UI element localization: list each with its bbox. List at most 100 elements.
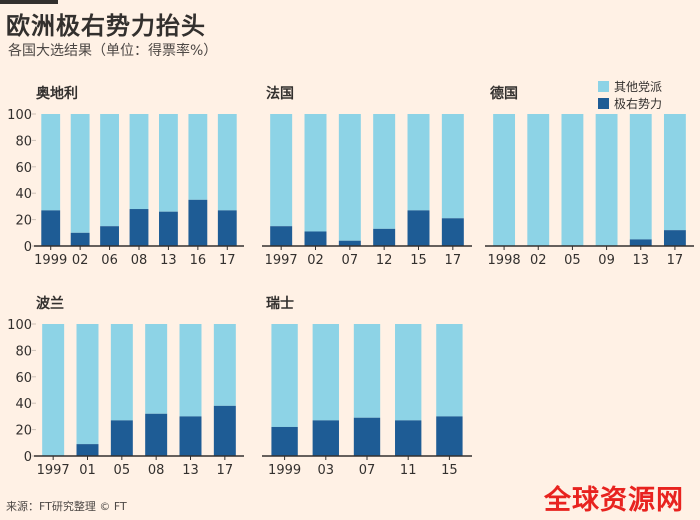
- bar-other-parties: [188, 114, 208, 200]
- x-tick-label: 02: [307, 253, 324, 268]
- legend-item-far-right: 极右势力: [598, 95, 662, 112]
- y-tick-label: 40: [15, 187, 32, 202]
- legend-swatch-far-right: [598, 98, 609, 109]
- bar-far-right: [407, 210, 430, 246]
- bar-other-parties: [595, 114, 618, 246]
- bar-other-parties: [179, 324, 202, 417]
- x-tick-label: 13: [632, 253, 649, 268]
- y-tick-label: 40: [15, 397, 32, 412]
- x-tick-label: 09: [598, 253, 615, 268]
- bar-far-right: [76, 444, 99, 456]
- bar-other-parties: [271, 324, 298, 427]
- x-tick-label: 02: [530, 253, 547, 268]
- bar-other-parties: [159, 114, 178, 212]
- bar-far-right: [213, 405, 236, 456]
- x-tick-label: 16: [190, 253, 207, 268]
- panel-title: 奥地利: [36, 85, 78, 102]
- y-tick-label: 60: [15, 161, 32, 176]
- bar-other-parties: [100, 114, 119, 227]
- title-accent-bar: [0, 0, 58, 4]
- bar-far-right: [373, 228, 396, 246]
- bar-far-right: [217, 210, 237, 246]
- bar-other-parties: [629, 114, 652, 240]
- bar-far-right: [663, 230, 686, 246]
- x-tick-label: 05: [114, 463, 131, 478]
- bar-far-right: [41, 210, 61, 246]
- x-tick-label: 17: [217, 463, 234, 478]
- x-tick-label: 08: [131, 253, 148, 268]
- bar-other-parties: [145, 324, 168, 414]
- bar-other-parties: [436, 324, 463, 417]
- bar-far-right: [304, 231, 327, 246]
- y-tick-label: 0: [24, 240, 32, 255]
- panel-title: 德国: [490, 85, 518, 102]
- bar-other-parties: [373, 114, 396, 229]
- legend-swatch-other: [598, 81, 609, 92]
- bar-far-right: [100, 226, 119, 246]
- bar-other-parties: [76, 324, 99, 445]
- bar-far-right: [353, 417, 381, 456]
- x-tick-label: 17: [219, 253, 236, 268]
- x-tick-label: 1999: [268, 463, 301, 478]
- legend-item-other: 其他党派: [598, 78, 662, 95]
- x-tick-label: 12: [376, 253, 393, 268]
- bar-far-right: [395, 420, 422, 456]
- x-tick-label: 1997: [37, 463, 70, 478]
- bar-far-right: [270, 226, 293, 246]
- bar-other-parties: [561, 114, 584, 246]
- y-tick-label: 80: [15, 134, 32, 149]
- chart-title: 欧洲极右势力抬头: [6, 12, 206, 40]
- y-tick-label: 0: [24, 450, 32, 465]
- x-tick-label: 15: [410, 253, 427, 268]
- y-tick-label: 20: [15, 214, 32, 229]
- bar-other-parties: [338, 114, 361, 241]
- bar-far-right: [441, 218, 464, 246]
- bar-other-parties: [527, 114, 550, 246]
- bar-other-parties: [663, 114, 686, 231]
- x-tick-label: 11: [400, 463, 417, 478]
- bar-other-parties: [217, 114, 237, 211]
- bar-far-right: [312, 420, 339, 456]
- bar-other-parties: [270, 114, 293, 227]
- x-tick-label: 06: [101, 253, 118, 268]
- bar-far-right: [70, 232, 90, 246]
- x-tick-label: 02: [72, 253, 89, 268]
- bar-far-right: [271, 426, 298, 456]
- bar-far-right: [436, 416, 463, 456]
- bar-other-parties: [213, 324, 236, 406]
- x-tick-label: 1998: [488, 253, 521, 268]
- y-tick-label: 60: [15, 371, 32, 386]
- bar-far-right: [179, 416, 202, 456]
- bar-other-parties: [493, 114, 516, 246]
- x-tick-label: 08: [148, 463, 165, 478]
- bar-other-parties: [353, 324, 381, 418]
- panel-title: 法国: [266, 85, 294, 102]
- legend-label-other: 其他党派: [614, 80, 663, 94]
- bar-other-parties: [304, 114, 327, 232]
- x-tick-label: 1997: [265, 253, 298, 268]
- bar-other-parties: [129, 114, 149, 210]
- watermark: 全球资源网: [544, 485, 684, 516]
- bar-far-right: [159, 211, 178, 246]
- bar-other-parties: [395, 324, 422, 421]
- panel-title: 波兰: [36, 295, 64, 312]
- x-tick-label: 07: [359, 463, 376, 478]
- y-tick-label: 80: [15, 344, 32, 359]
- bar-other-parties: [312, 324, 339, 421]
- x-tick-label: 15: [441, 463, 458, 478]
- source-note: 来源：FT研究整理 © FT: [6, 500, 127, 513]
- panel-title: 瑞士: [266, 295, 294, 312]
- y-tick-label: 20: [15, 424, 32, 439]
- bar-far-right: [338, 240, 361, 246]
- bar-other-parties: [70, 114, 90, 233]
- chart-subtitle: 各国大选结果（单位：得票率%）: [8, 43, 218, 59]
- x-tick-label: 17: [667, 253, 684, 268]
- legend-label-far-right: 极右势力: [614, 97, 663, 111]
- bar-far-right: [629, 239, 652, 246]
- x-tick-label: 07: [342, 253, 359, 268]
- bar-far-right: [110, 420, 133, 456]
- x-tick-label: 17: [445, 253, 462, 268]
- bar-other-parties: [441, 114, 464, 219]
- x-tick-label: 13: [182, 463, 199, 478]
